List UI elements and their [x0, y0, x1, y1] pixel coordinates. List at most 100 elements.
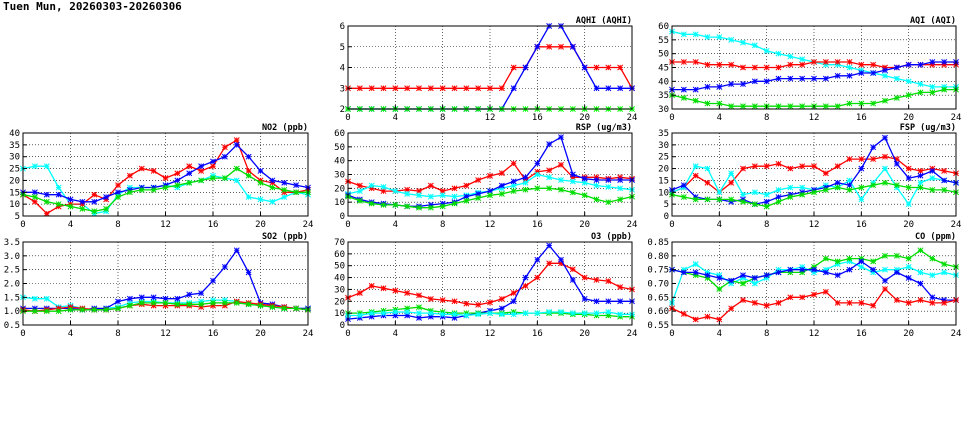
co-series-3-point — [740, 297, 746, 304]
fsp-series-0-point — [811, 163, 817, 170]
so2-series-1-point — [174, 295, 181, 302]
aqi-series-1-point — [870, 61, 877, 68]
aqi-series-3-point — [917, 89, 924, 96]
o3-series-0-point — [581, 274, 588, 281]
no2-series-3-point — [198, 177, 205, 184]
rsp-series-3-point — [487, 192, 493, 199]
x-tick-label: 24 — [627, 329, 638, 339]
o3-series-1-point — [605, 298, 612, 305]
aqhi-series-0-point — [463, 85, 470, 92]
aqi-series-2-point — [858, 70, 865, 76]
x-tick-label: 24 — [951, 113, 962, 123]
aqi-series-1-point — [680, 59, 687, 65]
co-series-3-point — [834, 299, 841, 306]
rsp-series-0-point — [617, 174, 624, 181]
o3-series-3-point — [439, 311, 446, 318]
co-series-0-point — [846, 258, 853, 265]
x-tick-label: 20 — [579, 220, 590, 230]
y-tick-label: 30 — [334, 285, 345, 295]
co-series-3-point — [882, 286, 888, 292]
y-tick-label: 50 — [334, 262, 345, 272]
o3-series-1-point — [581, 295, 588, 302]
o3-series-3-point — [380, 310, 387, 317]
so2-series-2-point — [210, 302, 216, 309]
aqi-series-2-point — [882, 67, 888, 74]
aqi-series-2-point — [822, 75, 829, 82]
aqi-series-3-point — [941, 86, 948, 93]
rsp-series-3-point — [427, 204, 434, 211]
rsp-series-3-point — [475, 195, 482, 201]
fsp-series-1-point — [775, 186, 782, 193]
fsp-series-0-point — [763, 163, 770, 170]
y-tick-label: 60 — [334, 129, 345, 139]
o3-series-1-point — [546, 242, 553, 249]
no2-series-2-point — [174, 177, 181, 184]
aqhi-series-0-point — [439, 85, 446, 92]
y-tick-label: 0 — [340, 321, 345, 331]
no2-series-3-point — [138, 186, 145, 193]
fsp-series-3-point — [751, 201, 758, 208]
rsp-series-2-point — [522, 174, 529, 181]
co-series-1-point — [787, 269, 794, 276]
aqi-series-1-point — [846, 59, 853, 65]
co-series-2-point — [941, 297, 948, 304]
co-series-2-point — [704, 272, 711, 279]
fsp-series-3-point — [763, 203, 770, 210]
aqi-series-2-point — [846, 72, 853, 79]
x-tick-label: 24 — [627, 220, 638, 230]
aqhi-series-1-point — [569, 43, 576, 50]
aqhi-series-0-point — [487, 85, 493, 92]
no2-series-3-point — [221, 175, 228, 182]
so2-series-0-point — [198, 298, 205, 305]
fsp-series-0-point — [941, 167, 948, 174]
no2-series-1-point — [91, 191, 98, 198]
o3-series-0-point — [546, 260, 553, 267]
co-series-2-point — [692, 269, 699, 276]
co-series-1-point — [716, 286, 723, 292]
fsp-series-3-point — [834, 184, 841, 191]
fsp-series-1-point — [751, 189, 758, 196]
co-series-3-point — [822, 288, 829, 295]
fsp-series-3-point — [811, 189, 817, 196]
y-tick-label: 5 — [340, 43, 345, 53]
rsp-series-0-point — [558, 161, 564, 168]
no2-series-3-point — [293, 189, 300, 196]
co-series-2-point — [822, 269, 829, 276]
y-tick-label: 0.5 — [4, 321, 20, 331]
fsp-series-3-point — [905, 184, 912, 191]
rsp-series-1-point — [510, 182, 517, 189]
co-chart: 0 4 8 12 16 20 24 0.55 0.60 0.65 0.70 0.75 0.80 0.85 C… — [647, 232, 961, 339]
co-series-2-point — [846, 266, 853, 273]
x-tick-label: 24 — [627, 113, 638, 123]
aqi-series-2-point — [799, 75, 806, 82]
so2-series-1-point — [233, 247, 240, 254]
o3-series-0-point — [427, 295, 434, 302]
fsp-series-0-point — [799, 163, 806, 170]
so2-series-3-point — [150, 299, 157, 306]
rsp-series-1-point — [534, 171, 541, 178]
x-tick-label: 8 — [440, 220, 445, 230]
x-tick-label: 4 — [717, 220, 722, 230]
o3-series-1-point — [498, 305, 505, 312]
co-series-2-point — [728, 277, 735, 284]
y-tick-label: 0 — [664, 212, 669, 222]
aqi-series-0-point — [751, 42, 758, 49]
co-series-1-point — [917, 247, 924, 254]
co-series-2-point — [763, 272, 770, 279]
rsp-series-2-point — [427, 201, 434, 208]
no2-series-3-point — [174, 182, 181, 189]
fsp-series-2-point — [858, 165, 865, 172]
rsp-series-1-point — [368, 182, 375, 189]
aqi-series-0-point — [763, 47, 770, 54]
fsp-series-1-point — [799, 184, 806, 191]
rsp-series-0-point — [356, 182, 363, 189]
so2-series-3-point — [257, 302, 264, 309]
co-series-0-point — [870, 269, 877, 276]
aqi-series-0-point — [893, 75, 900, 82]
fsp-series-3-point — [929, 186, 936, 193]
aqi-series-3-point — [905, 92, 912, 99]
aqhi-series-1-point — [534, 43, 541, 50]
o3-series-0-point — [558, 260, 564, 267]
no2-series-0-point — [257, 196, 264, 203]
